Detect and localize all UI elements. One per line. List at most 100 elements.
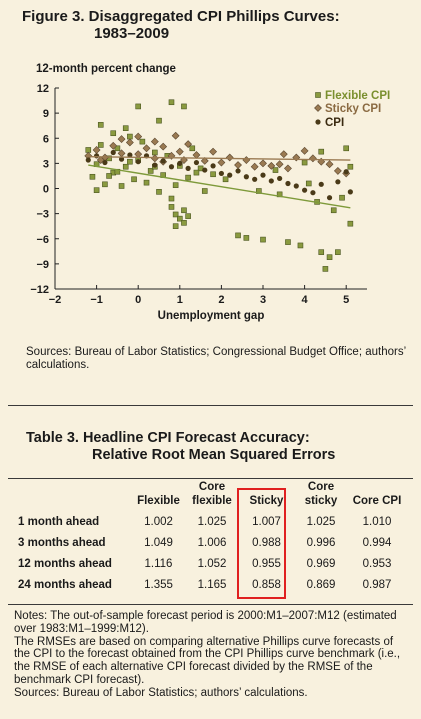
cpi-point [193,159,200,166]
flexible-cpi-point [122,125,129,131]
table-row: 1 month ahead 1.002 1.025 1.007 1.025 1.… [14,511,407,532]
flexible-cpi-point [114,145,121,152]
cell-core-flexible: 1.025 [197,515,227,528]
sticky-cpi-point [234,161,242,169]
flexible-cpi-point [330,207,337,214]
sticky-cpi-point [150,137,159,146]
notes-sources: Sources: Bureau of Labor Statistics; aut… [14,686,308,699]
flexible-cpi-point [260,236,266,243]
flexible-cpi-point [172,223,179,229]
cpi-point [210,163,216,169]
sticky-cpi-point [259,159,267,168]
flexible-cpi-point [326,254,333,260]
cell-core-sticky: 0.869 [306,578,336,591]
sticky-cpi-point [171,131,180,140]
sticky-cpi-point [333,166,342,175]
figure-title-line2: 1983–2009 [94,25,170,42]
cell-core-flexible: 1.052 [197,557,227,570]
table-header-row: Flexible Core flexible Sticky Core sticky … [14,480,407,511]
flexible-cpi-point [93,187,100,193]
header-empty [14,480,131,511]
flexible-cpi-point [97,122,104,128]
cell-core-sticky: 0.996 [306,536,336,549]
cell-flexible: 1.002 [144,515,173,528]
sticky-cpi-point [225,153,234,162]
cpi-point [302,187,308,193]
flexible-cpi-point [172,182,179,188]
flexible-cpi-point [89,173,96,180]
cpi-point [94,153,100,159]
row-label: 3 months ahead [18,536,106,549]
sticky-cpi-point [279,150,288,159]
sticky-cpi-point [200,156,209,165]
cpi-point [85,157,91,163]
header-core-sticky-line2: sticky [304,495,338,507]
cell-core-flexible: 1.165 [197,578,227,591]
flexible-cpi-point [168,99,175,106]
sticky-cpi-point [325,160,334,169]
flexible-cpi-point [152,149,158,156]
sticky-cpi-point [150,154,159,163]
flexible-cpi-point [318,249,325,255]
x-tick-label: −1 [90,294,103,306]
cpi-point [326,195,333,201]
flexible-cpi-point [185,174,191,181]
cell-core-cpi: 1.010 [362,515,392,528]
flexible-cpi-point [139,138,146,145]
cpi-point [285,180,291,187]
cpi-point [160,158,166,164]
flexible-cpi-point [235,232,241,239]
y-tick-label: 12 [37,83,49,95]
cell-core-cpi: 0.953 [362,557,392,570]
flexible-cpi-point [185,213,191,219]
sticky-cpi-legend-marker [314,104,322,112]
flexible-cpi-point [301,159,308,166]
figure-sources: Sources: Bureau of Labor Statistics; Con… [26,346,406,371]
cpi-point [243,174,249,180]
table-title-line1: Table 3. Headline CPI Forecast Accuracy: [26,430,310,446]
sticky-cpi-point [184,140,193,149]
cpi-point [277,175,283,182]
sticky-cpi-point [209,147,218,156]
flexible-cpi-point [297,242,304,249]
flexible-cpi-legend-label: Flexible CPI [325,90,390,102]
y-tick-label: −9 [36,259,49,271]
cpi-point [293,183,299,189]
cpi-point [310,190,316,196]
flexible-cpi-point [127,158,133,165]
header-flexible: Flexible [137,495,180,507]
sticky-cpi-point [250,162,259,171]
flexible-cpi-point [127,133,133,140]
cpi-point [218,170,224,177]
flexible-cpi-point [135,103,141,110]
flexible-cpi-point [156,189,162,195]
cpi-point [177,160,183,166]
cpi-point [227,172,233,178]
table-top-rule [8,478,413,479]
cell-sticky: 0.858 [252,578,281,591]
flexible-cpi-point [285,239,291,245]
y-tick-label: −6 [36,234,49,246]
cell-sticky: 0.988 [252,536,281,549]
header-sticky: Sticky [249,495,284,507]
table-row: 3 months ahead 1.049 1.006 0.988 0.996 0… [14,532,407,553]
cell-sticky: 1.007 [252,515,281,528]
cpi-point [235,168,241,174]
flexible-cpi-point [347,220,354,227]
cpi-point [185,165,191,171]
flexible-cpi-point [339,194,345,201]
sticky-cpi-point [159,142,168,151]
cell-flexible: 1.049 [144,536,173,549]
section-divider [8,405,413,406]
table-title: Table 3. Headline CPI Forecast Accuracy:… [26,430,335,464]
sticky-cpi-point [275,160,284,169]
flexible-cpi-point [305,180,312,187]
sticky-cpi-point [134,132,143,141]
y-axis-title: 12-month percent change [36,63,176,75]
phillips-curve-chart: 12-month percent change129630−3−6−9−12−2… [30,63,390,322]
cpi-legend-marker [315,119,321,125]
y-tick-label: 9 [43,108,49,120]
sticky-cpi-point [125,138,134,147]
cell-core-sticky: 1.025 [306,515,336,528]
sticky-cpi-point [175,147,184,156]
